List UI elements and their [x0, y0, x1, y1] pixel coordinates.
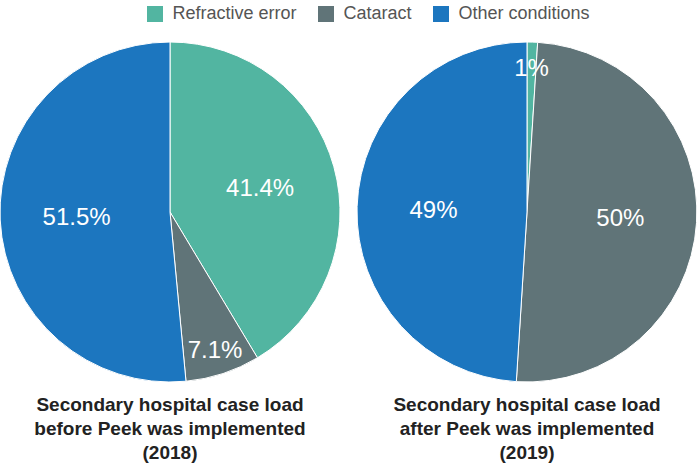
html-text:Other conditions: Other conditions	[458, 3, 590, 23]
svg-text:50%: 50%	[596, 204, 644, 231]
svg-text:41.4%: 41.4%	[226, 174, 294, 201]
html-text:(2019): (2019)	[499, 442, 555, 463]
html-text:before Peek was implemented: before Peek was implemented	[34, 418, 306, 439]
html-text:(2018): (2018)	[142, 442, 198, 463]
svg-text:49%: 49%	[410, 196, 458, 223]
html-text:Secondary hospital case load: Secondary hospital case load	[393, 394, 661, 415]
html-text:Refractive error: Refractive error	[172, 3, 297, 23]
svg-text:1%: 1%	[514, 54, 549, 81]
html-text:Cataract: Cataract	[343, 3, 412, 23]
html-text:Secondary hospital case load: Secondary hospital case load	[36, 394, 304, 415]
html-text:after Peek was implemented: after Peek was implemented	[399, 418, 655, 439]
svg-text:51.5%: 51.5%	[43, 203, 111, 230]
svg-text:7.1%: 7.1%	[188, 336, 243, 363]
